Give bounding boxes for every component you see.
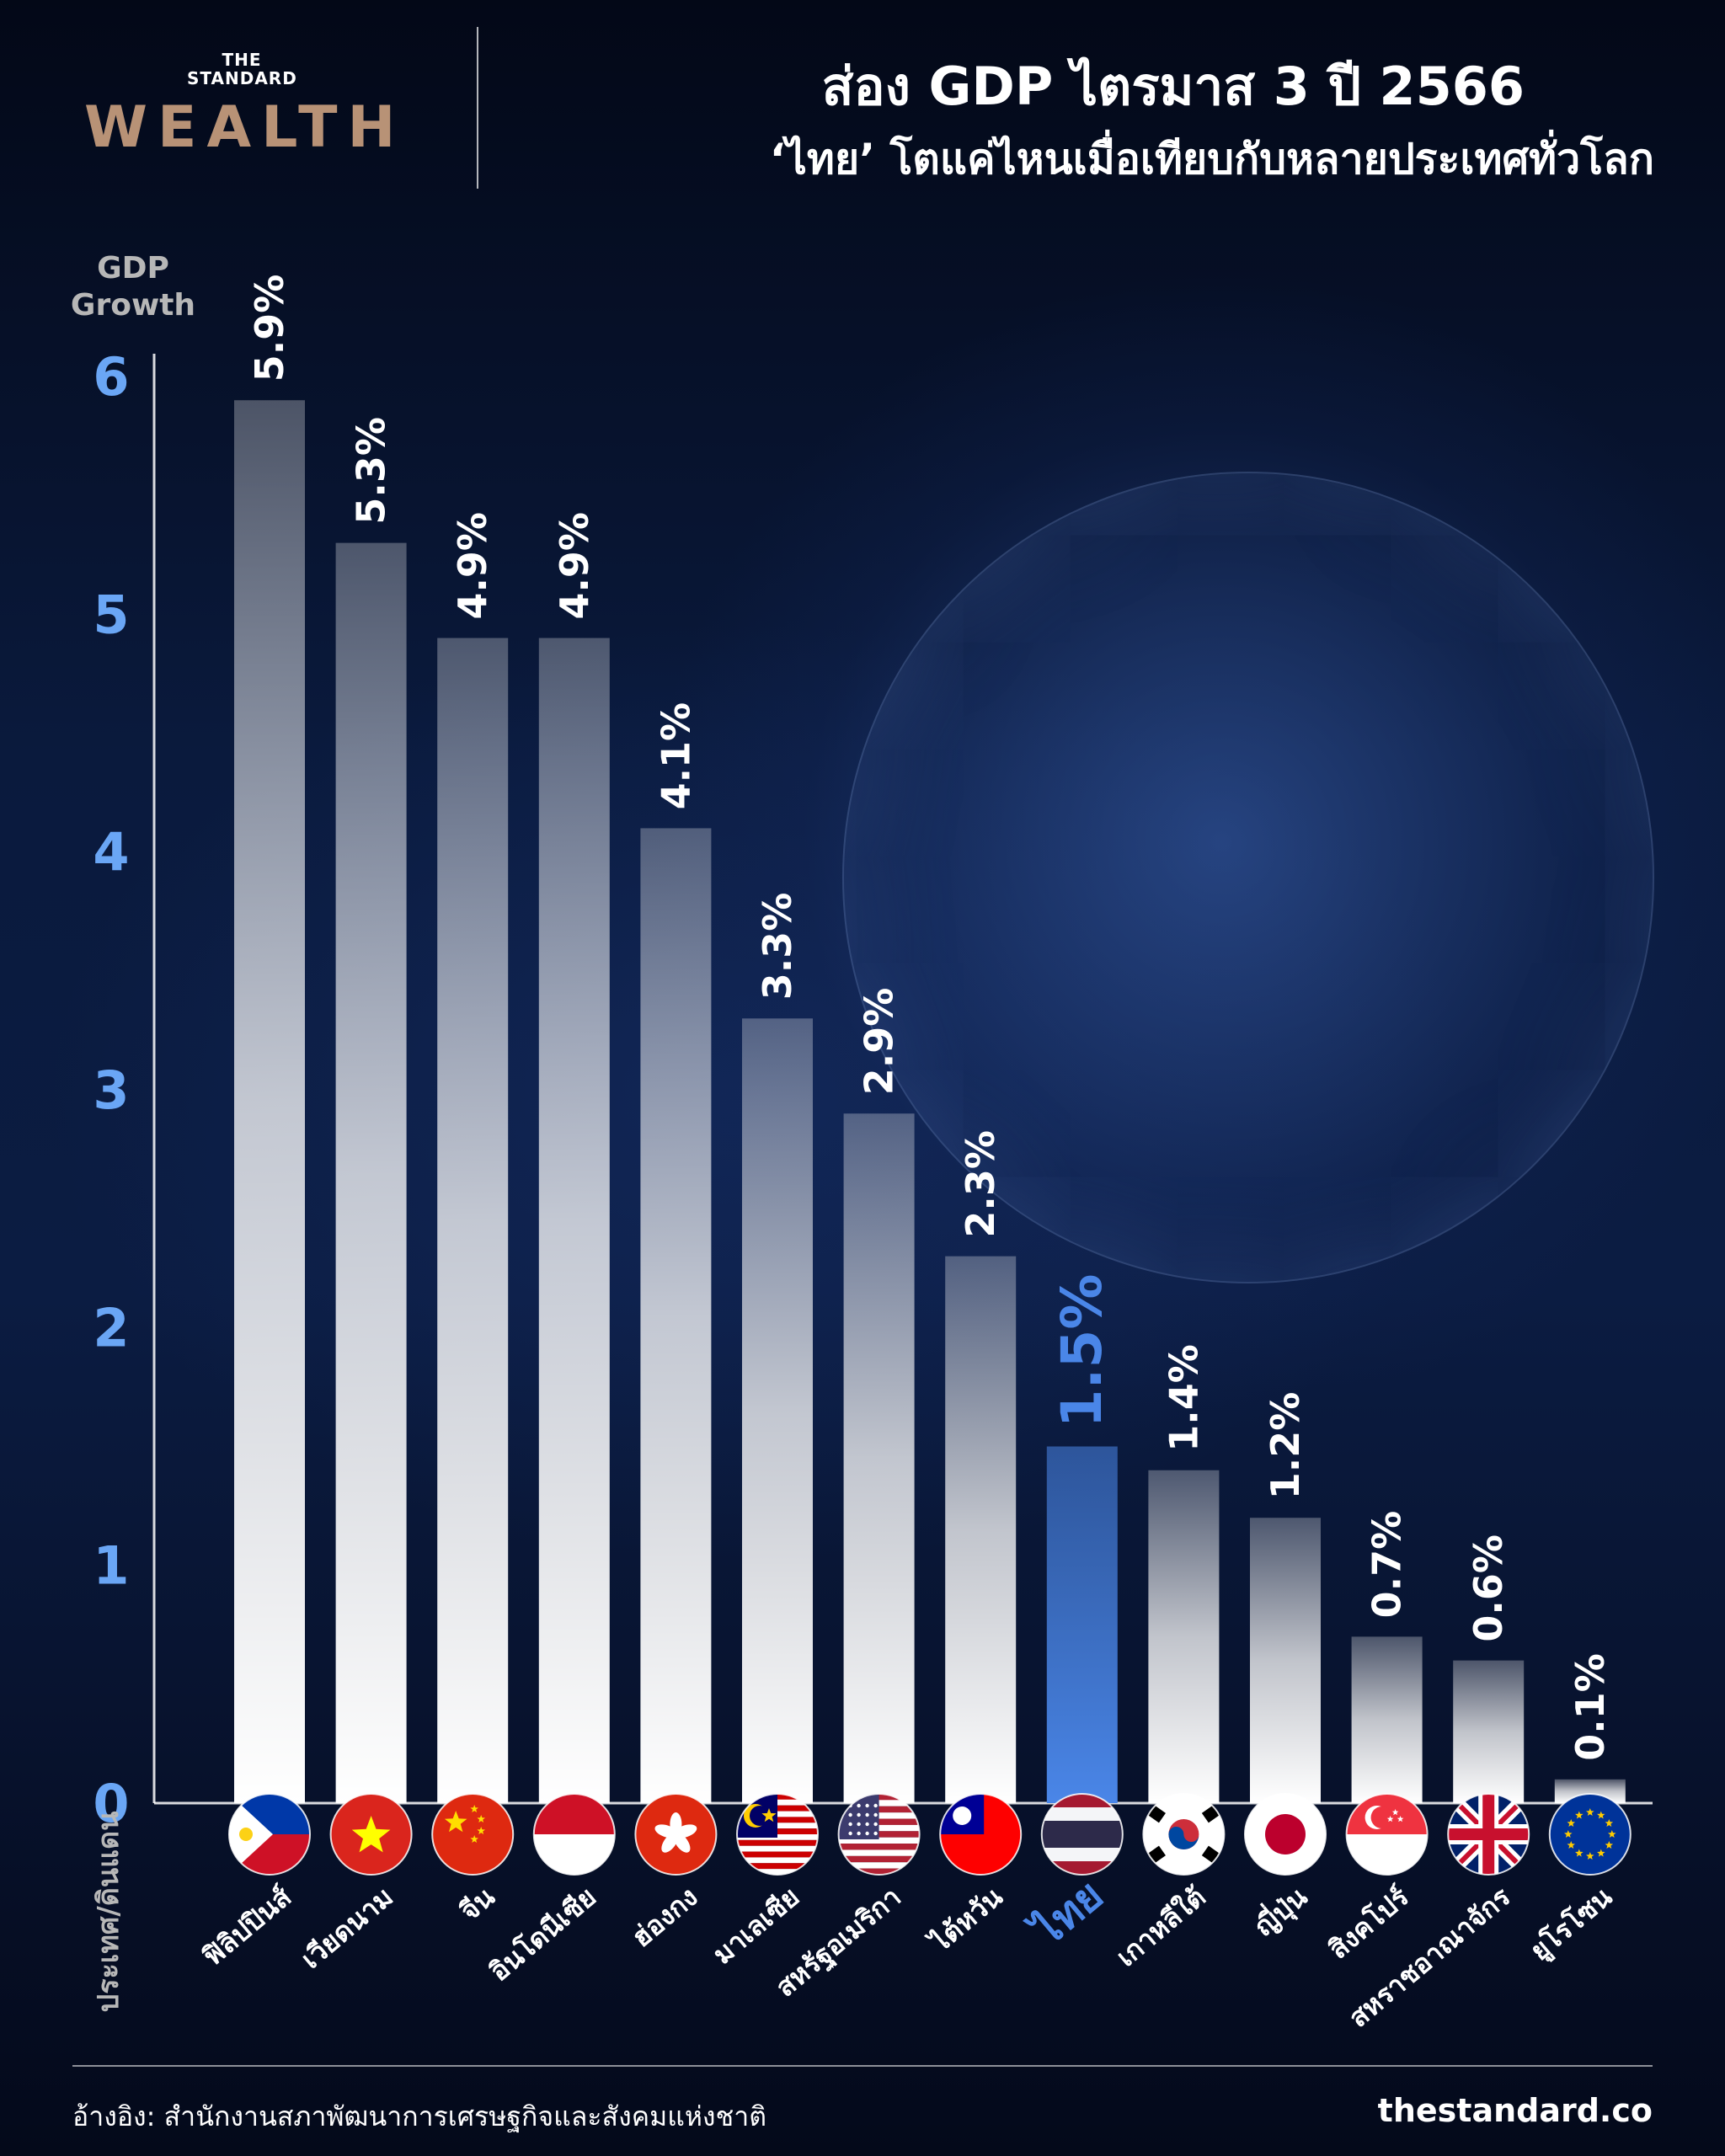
japan-flag-icon <box>1245 1794 1326 1875</box>
y-tick-label: 5 <box>93 584 129 645</box>
philippines-flag-icon <box>229 1794 310 1875</box>
bar-value-label: 1.5% <box>1049 1273 1114 1428</box>
bar-value-label: 5.9% <box>247 275 292 382</box>
malaysia-flag-icon <box>737 1794 818 1875</box>
bar <box>336 543 407 1803</box>
category-label: ไต้หวัน <box>923 1881 1009 1960</box>
bar-value-label: 2.3% <box>958 1130 1003 1238</box>
bar-value-label: 3.3% <box>755 893 800 1001</box>
bar-value-label: 1.4% <box>1161 1344 1206 1452</box>
thailand-flag-icon <box>1042 1794 1123 1875</box>
category-label: อินโดนีเซีย <box>483 1881 602 1988</box>
bar-value-label: 2.9% <box>857 988 902 1096</box>
singapore-flag-icon <box>1347 1794 1428 1875</box>
bar <box>539 638 610 1803</box>
indonesia-flag-icon <box>534 1794 615 1875</box>
bar-value-label: 1.2% <box>1263 1392 1308 1500</box>
y-axis-title: GDP Growth <box>71 251 195 323</box>
usa-flag-icon <box>839 1794 920 1875</box>
footer-divider <box>72 2065 1653 2067</box>
vietnam-flag-icon <box>331 1794 412 1875</box>
bar <box>234 400 305 1803</box>
china-flag-icon <box>432 1794 513 1875</box>
category-label: ไทย <box>1021 1870 1112 1958</box>
bar-value-label: 4.9% <box>552 512 597 620</box>
category-label: เวียดนาม <box>295 1881 399 1975</box>
south-korea-flag-icon <box>1143 1794 1224 1875</box>
bar-value-label: 0.7% <box>1365 1511 1410 1619</box>
bar <box>1453 1661 1524 1803</box>
website-link[interactable]: thestandard.co <box>1378 2092 1653 2129</box>
category-label: มาเลเซีย <box>707 1881 805 1971</box>
category-label: เกาหลีใต้ <box>1110 1881 1211 1973</box>
category-label: ฟิลิปปินส์ <box>196 1881 297 1972</box>
y-tick-label: 1 <box>93 1535 129 1597</box>
bar-value-label: 0.1% <box>1567 1653 1613 1761</box>
bar <box>1352 1636 1423 1803</box>
bar-value-label: 0.6% <box>1466 1534 1511 1642</box>
taiwan-flag-icon <box>940 1794 1021 1875</box>
eurozone-flag-icon <box>1550 1794 1631 1875</box>
category-label: สิงคโปร์ <box>1322 1881 1415 1966</box>
category-label: ยูโรโซน <box>1524 1881 1619 1968</box>
bar <box>945 1257 1016 1803</box>
bar <box>1250 1518 1321 1803</box>
category-label: จีน <box>454 1881 501 1927</box>
bar <box>437 638 508 1803</box>
y-tick-label: 2 <box>93 1297 129 1358</box>
y-tick-label: 3 <box>93 1059 129 1121</box>
bar <box>1148 1470 1219 1803</box>
bar-value-label: 4.9% <box>450 512 495 620</box>
x-axis-title: ประเทศ/ดินแดน <box>92 1812 126 2013</box>
bar-value-label: 5.3% <box>349 417 394 525</box>
bar-value-label: 4.1% <box>653 702 698 810</box>
category-label: ฮ่องกง <box>626 1881 704 1954</box>
source-note: อ้างอิง: สำนักงานสภาพัฒนาการเศรษฐกิจและส… <box>72 2095 766 2138</box>
y-tick-label: 6 <box>93 346 129 408</box>
bar <box>844 1113 915 1803</box>
category-label: ญี่ปุ่น <box>1246 1878 1315 1944</box>
hong-kong-flag-icon <box>635 1794 716 1875</box>
uk-flag-icon <box>1448 1794 1529 1875</box>
bar <box>1047 1447 1118 1804</box>
bar <box>640 828 711 1803</box>
y-tick-label: 4 <box>93 822 129 883</box>
bar <box>742 1018 813 1803</box>
